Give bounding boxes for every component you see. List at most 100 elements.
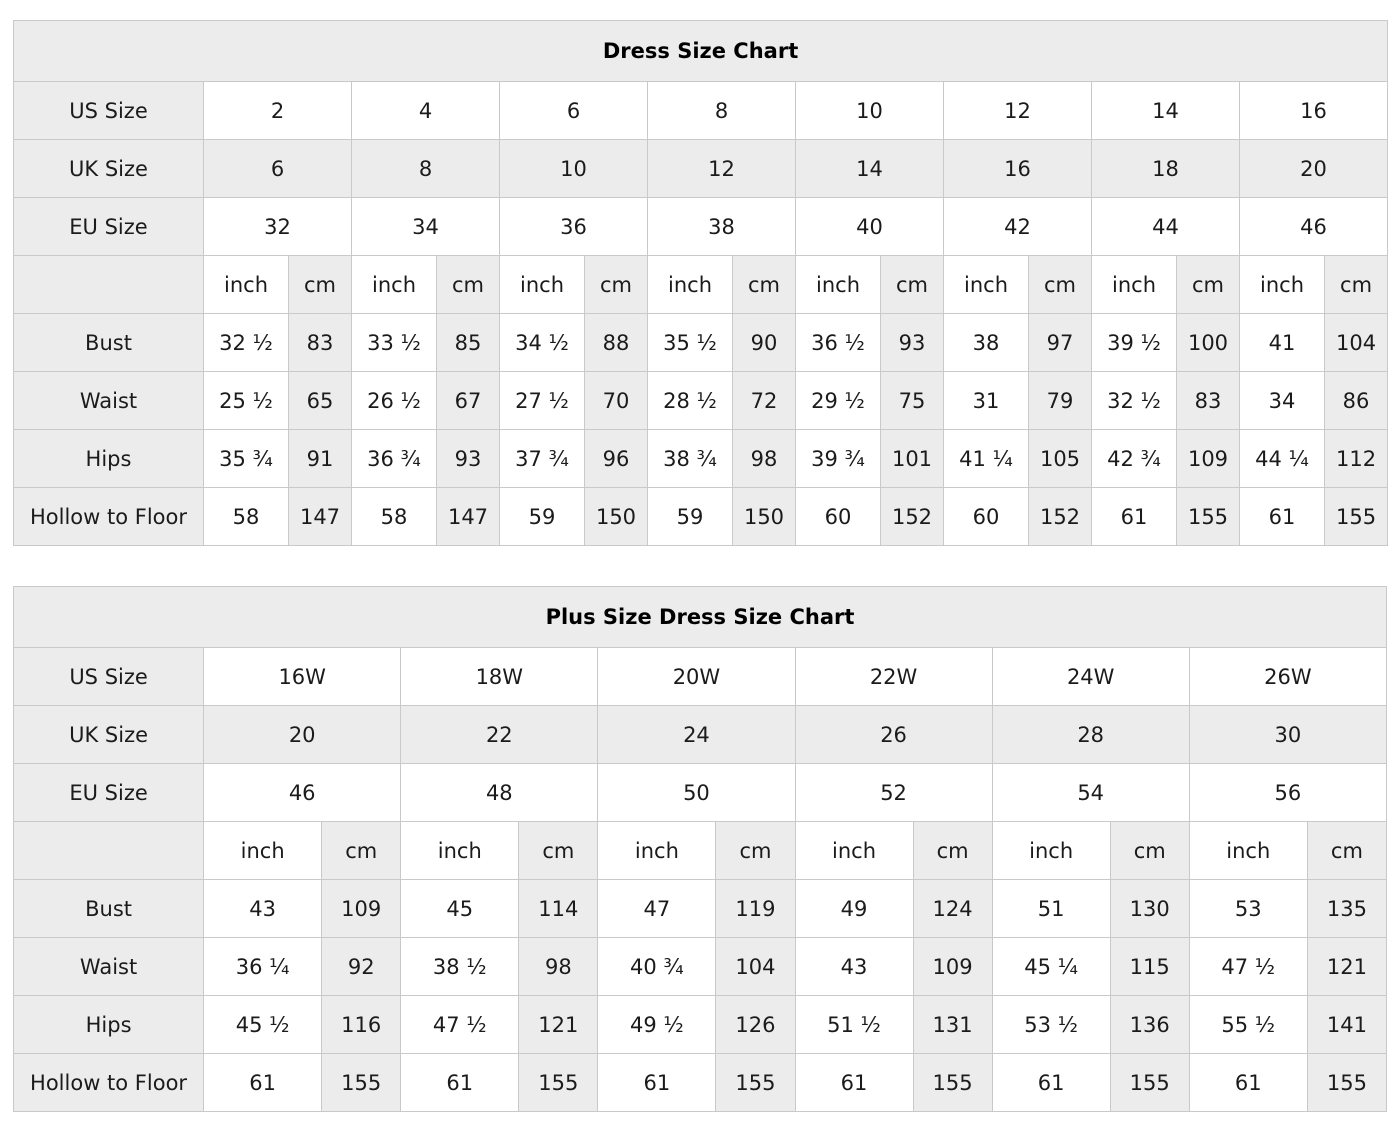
cm-unit-header: cm xyxy=(715,821,796,880)
size-value-cell: 20W xyxy=(597,647,796,706)
size-value-cell: 30 xyxy=(1188,705,1388,764)
inch-unit-header: inch xyxy=(795,255,881,314)
measurement-inch-cell: 45 ½ xyxy=(203,995,323,1054)
size-value-cell: 46 xyxy=(1238,197,1389,256)
measurement-cm-cell: 155 xyxy=(1176,487,1240,546)
size-value-cell: 22W xyxy=(794,647,993,706)
size-value-cell: 14 xyxy=(1091,81,1240,140)
measurement-cm-cell: 121 xyxy=(518,995,599,1054)
size-value-cell: 18W xyxy=(400,647,599,706)
size-value-cell: 22 xyxy=(400,705,599,764)
measurement-inch-cell: 35 ¾ xyxy=(203,429,289,488)
measurement-inch-cell: 45 xyxy=(400,879,520,938)
measurement-inch-cell: 37 ¾ xyxy=(499,429,585,488)
measurement-cm-cell: 135 xyxy=(1306,879,1388,938)
cm-unit-header: cm xyxy=(912,821,993,880)
measurement-cm-cell: 131 xyxy=(912,995,993,1054)
measurement-inch-cell: 32 ½ xyxy=(1091,371,1177,430)
measurement-inch-cell: 32 ½ xyxy=(203,313,289,372)
measurement-inch-cell: 61 xyxy=(794,1053,914,1112)
measurement-inch-cell: 28 ½ xyxy=(647,371,733,430)
inch-unit-header: inch xyxy=(499,255,585,314)
measurement-cm-cell: 136 xyxy=(1109,995,1190,1054)
measurement-inch-cell: 47 ½ xyxy=(1188,937,1308,996)
measurement-row: Bust 32 ½ 83 33 ½ 85 34 ½ 88 35 ½ 90 36 ½ 93 38 97 39… xyxy=(13,313,1389,372)
row-label: Bust xyxy=(13,313,204,372)
measurement-cm-cell: 150 xyxy=(732,487,796,546)
measurement-cm-cell: 65 xyxy=(288,371,352,430)
size-value-cell: 14 xyxy=(795,139,944,198)
measurement-cm-cell: 104 xyxy=(715,937,796,996)
measurement-cm-cell: 155 xyxy=(518,1053,599,1112)
size-value-cell: 26 xyxy=(794,705,993,764)
measurement-inch-cell: 35 ½ xyxy=(647,313,733,372)
measurement-cm-cell: 130 xyxy=(1109,879,1190,938)
measurement-inch-cell: 61 xyxy=(597,1053,717,1112)
measurement-inch-cell: 60 xyxy=(943,487,1029,546)
row-label: UK Size xyxy=(12,705,205,764)
measurement-cm-cell: 101 xyxy=(880,429,944,488)
chart-title-row: Plus Size Dress Size Chart xyxy=(13,586,1387,648)
measurement-cm-cell: 93 xyxy=(436,429,500,488)
measurement-inch-cell: 45 ¼ xyxy=(991,937,1111,996)
size-row: EU Size 46 48 50 52 54 56 xyxy=(12,763,1388,822)
measurement-cm-cell: 152 xyxy=(880,487,944,546)
cm-unit-header: cm xyxy=(1176,255,1240,314)
measurement-cm-cell: 109 xyxy=(1176,429,1240,488)
chart-title: Dress Size Chart xyxy=(12,20,1389,82)
cm-unit-header: cm xyxy=(436,255,500,314)
measurement-inch-cell: 38 ½ xyxy=(400,937,520,996)
measurement-cm-cell: 109 xyxy=(321,879,402,938)
measurement-cm-cell: 97 xyxy=(1028,313,1092,372)
row-label: US Size xyxy=(13,81,204,140)
size-value-cell: 12 xyxy=(943,81,1092,140)
size-row: UK Size 6 8 10 12 14 16 18 20 xyxy=(13,139,1389,198)
measurement-row: Waist 25 ½ 65 26 ½ 67 27 ½ 70 28 ½ 72 29 ½ 75 31 79 3… xyxy=(13,371,1389,430)
size-value-cell: 12 xyxy=(647,139,796,198)
measurement-cm-cell: 126 xyxy=(715,995,796,1054)
measurement-cm-cell: 115 xyxy=(1109,937,1190,996)
measurement-inch-cell: 39 ½ xyxy=(1091,313,1177,372)
measurement-inch-cell: 59 xyxy=(499,487,585,546)
measurement-cm-cell: 92 xyxy=(321,937,402,996)
measurement-inch-cell: 53 ½ xyxy=(991,995,1111,1054)
inch-unit-header: inch xyxy=(400,821,520,880)
measurement-cm-cell: 98 xyxy=(518,937,599,996)
size-row: UK Size 20 22 24 26 28 30 xyxy=(12,705,1388,764)
size-row: US Size 2 4 6 8 10 12 14 16 xyxy=(13,81,1389,140)
measurement-inch-cell: 60 xyxy=(795,487,881,546)
inch-unit-header: inch xyxy=(203,255,289,314)
size-value-cell: 16W xyxy=(203,647,402,706)
measurement-inch-cell: 51 xyxy=(991,879,1111,938)
measurement-inch-cell: 29 ½ xyxy=(795,371,881,430)
measurement-inch-cell: 36 ¼ xyxy=(203,937,323,996)
measurement-inch-cell: 33 ½ xyxy=(351,313,437,372)
size-row: US Size 16W 18W 20W 22W 24W 26W xyxy=(12,647,1388,706)
measurement-inch-cell: 58 xyxy=(203,487,289,546)
size-value-cell: 24 xyxy=(597,705,796,764)
cm-unit-header: cm xyxy=(288,255,352,314)
measurement-cm-cell: 155 xyxy=(912,1053,993,1112)
size-value-cell: 48 xyxy=(400,763,599,822)
row-label: Hollow to Floor xyxy=(12,1053,205,1112)
measurement-inch-cell: 44 ¼ xyxy=(1239,429,1325,488)
measurement-inch-cell: 36 ½ xyxy=(795,313,881,372)
row-label: UK Size xyxy=(13,139,204,198)
size-value-cell: 32 xyxy=(203,197,352,256)
row-label: Waist xyxy=(12,937,205,996)
measurement-inch-cell: 49 ½ xyxy=(597,995,717,1054)
measurement-cm-cell: 91 xyxy=(288,429,352,488)
size-value-cell: 42 xyxy=(943,197,1092,256)
measurement-inch-cell: 41 xyxy=(1239,313,1325,372)
cm-unit-header: cm xyxy=(732,255,796,314)
measurement-cm-cell: 104 xyxy=(1323,313,1389,372)
measurement-cm-cell: 85 xyxy=(436,313,500,372)
measurement-cm-cell: 83 xyxy=(1176,371,1240,430)
inch-unit-header: inch xyxy=(597,821,717,880)
size-value-cell: 34 xyxy=(351,197,500,256)
measurement-inch-cell: 49 xyxy=(794,879,914,938)
size-value-cell: 8 xyxy=(647,81,796,140)
measurement-inch-cell: 42 ¾ xyxy=(1091,429,1177,488)
measurement-inch-cell: 36 ¾ xyxy=(351,429,437,488)
